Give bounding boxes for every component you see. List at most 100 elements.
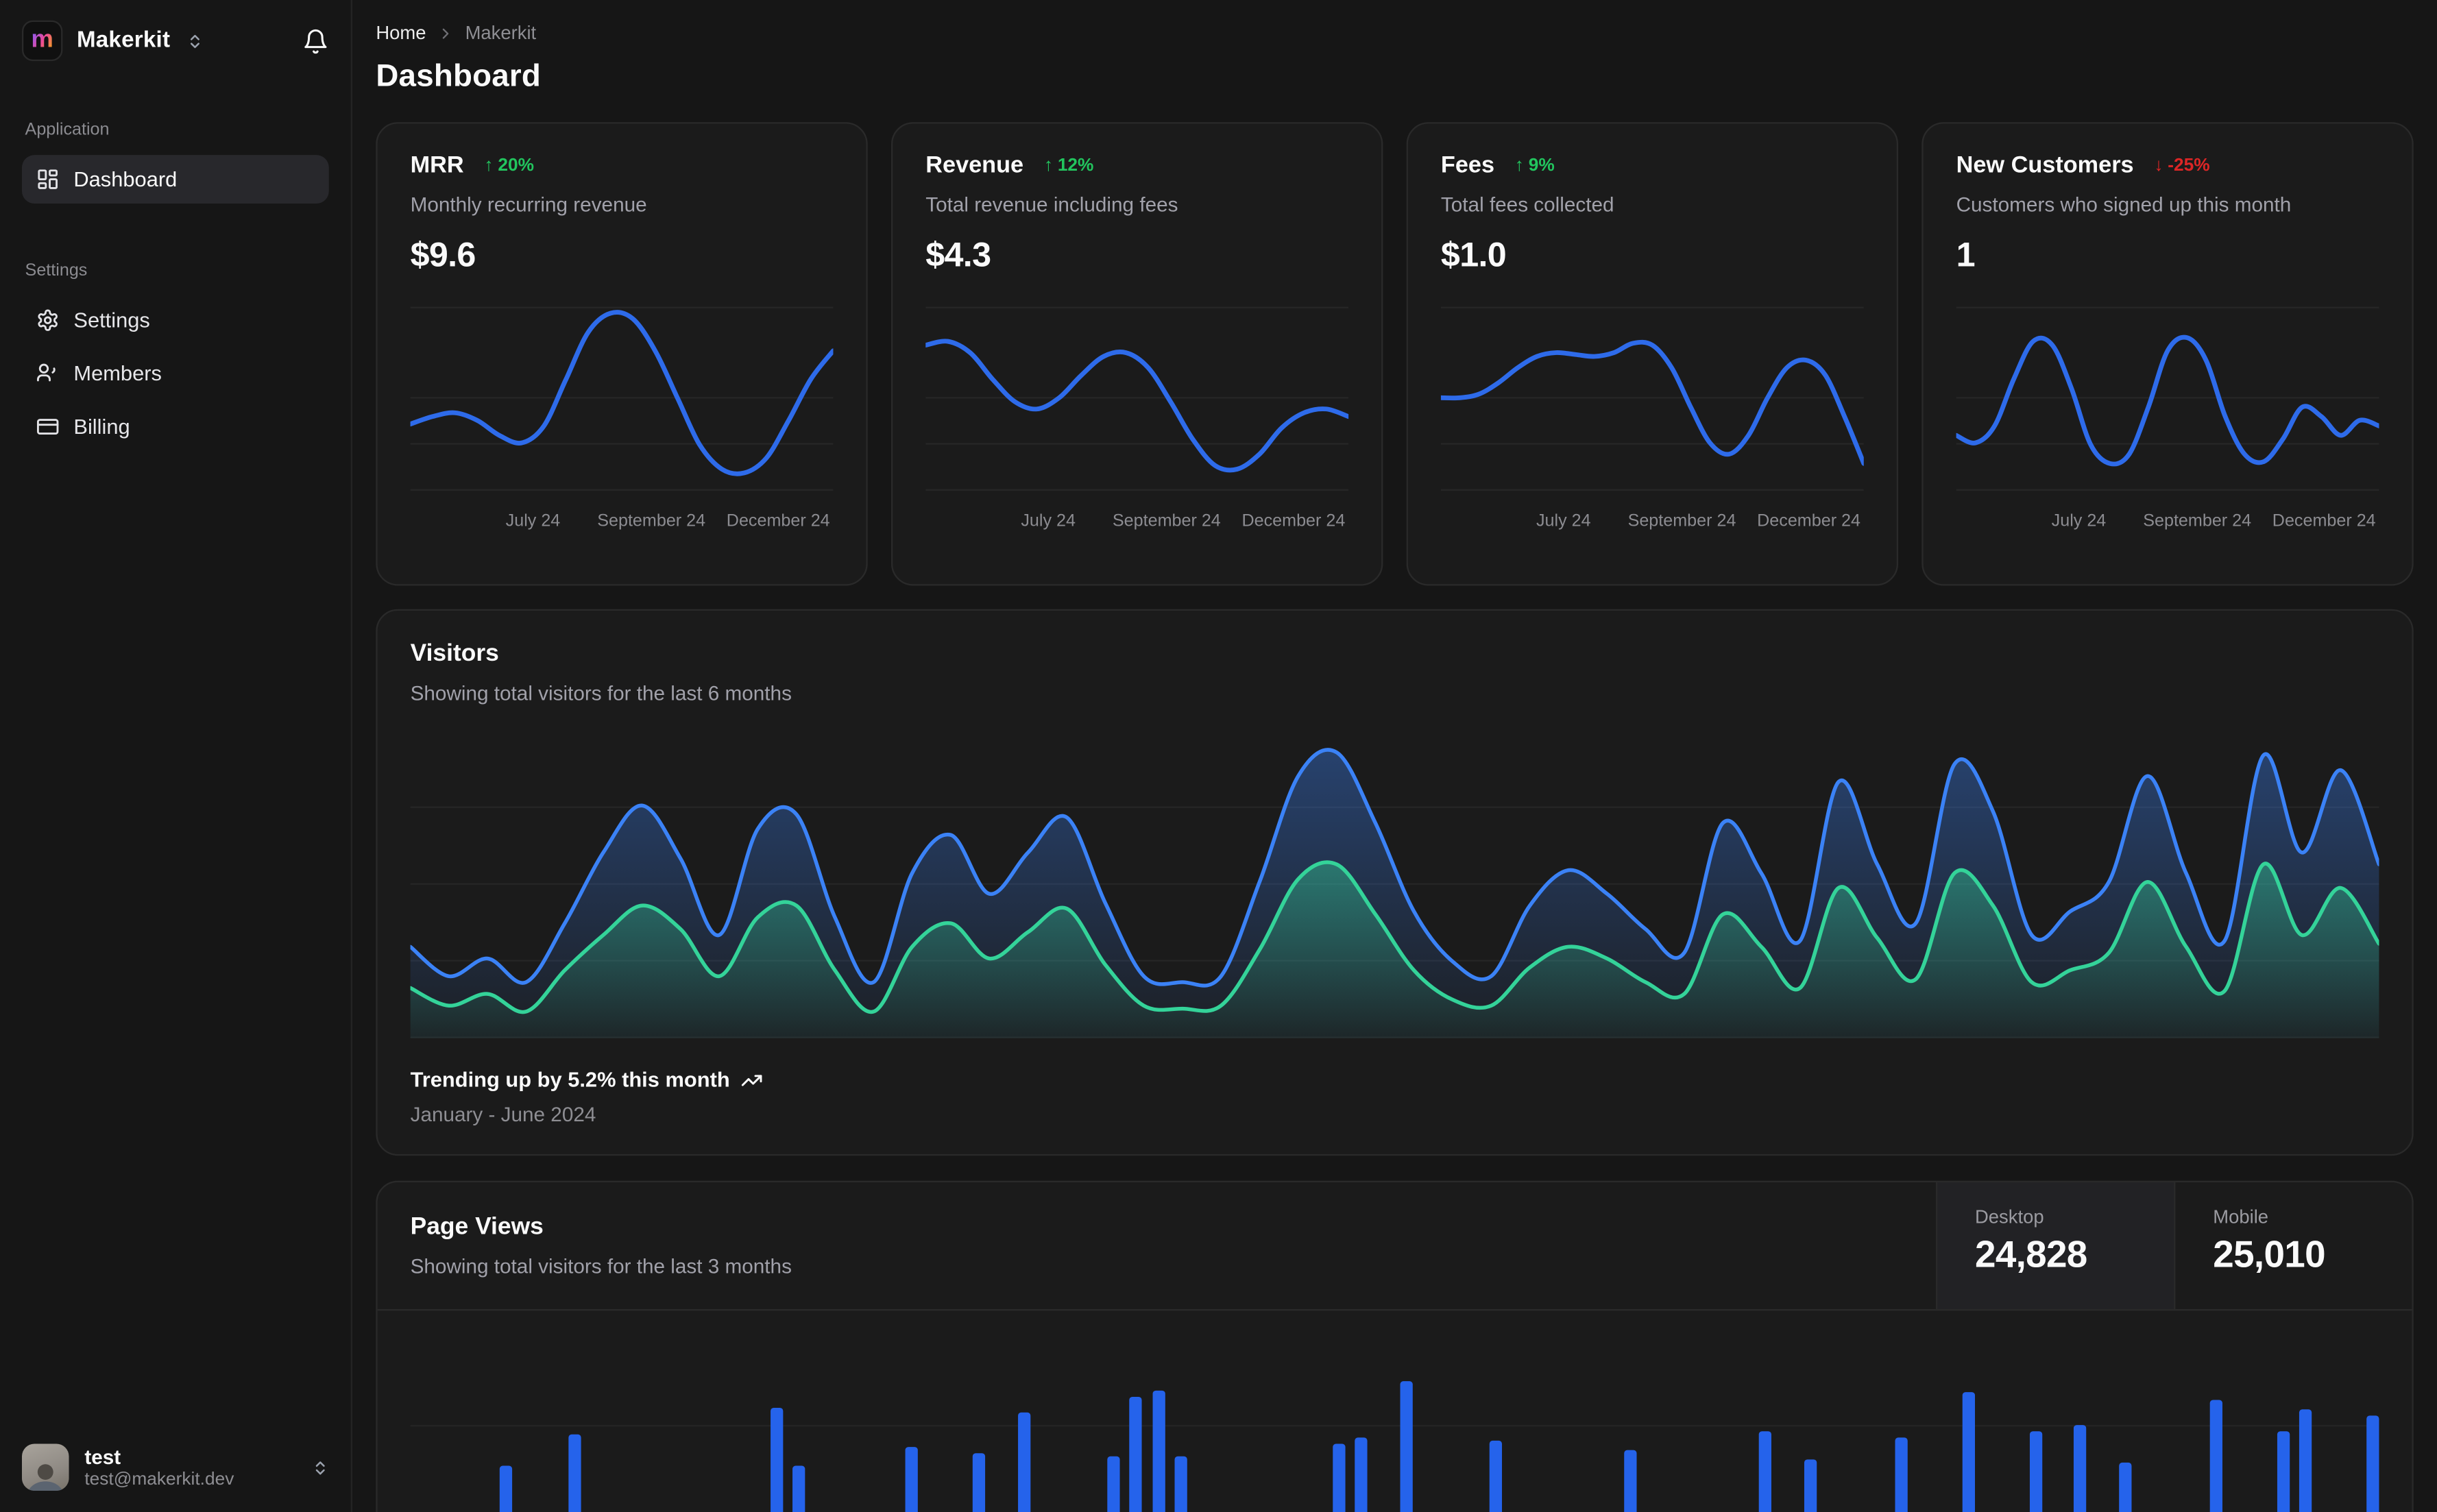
bar bbox=[1759, 1431, 1772, 1512]
stat-subtitle: Total revenue including fees bbox=[925, 193, 1178, 217]
bar bbox=[2209, 1400, 2222, 1512]
page-views-bar-chart bbox=[410, 1332, 2379, 1512]
bar bbox=[500, 1465, 513, 1512]
bar bbox=[2277, 1431, 2290, 1512]
x-tick: September 24 bbox=[2143, 512, 2252, 531]
sidebar-item-label: Members bbox=[73, 361, 162, 386]
tab-value: 25,010 bbox=[2213, 1234, 2325, 1277]
fees-line-chart bbox=[1440, 306, 1864, 491]
delta-badge: ↑ 20% bbox=[484, 156, 534, 175]
tab-mobile[interactable]: Mobile 25,010 bbox=[2174, 1182, 2412, 1310]
bar bbox=[1152, 1390, 1165, 1512]
workspace-name: Makerkit bbox=[76, 28, 171, 53]
page-views-card: Page Views Showing total visitors for th… bbox=[376, 1180, 2414, 1512]
user-email: test@makerkit.dev bbox=[84, 1470, 234, 1489]
x-axis: July 24 September 24 December 24 bbox=[1956, 512, 2379, 537]
x-tick: July 24 bbox=[505, 512, 561, 531]
breadcrumb-home[interactable]: Home bbox=[376, 21, 426, 44]
stat-title: New Customers bbox=[1956, 151, 2134, 179]
bar bbox=[972, 1453, 985, 1512]
sidebar-item-members[interactable]: Members bbox=[22, 349, 329, 398]
stat-subtitle: Customers who signed up this month bbox=[1956, 193, 2292, 217]
sidebar-item-dashboard[interactable]: Dashboard bbox=[21, 155, 329, 204]
bar bbox=[2119, 1462, 2132, 1512]
sidebar-item-billing[interactable]: Billing bbox=[22, 402, 329, 451]
gear-icon bbox=[36, 308, 60, 332]
stat-card-fees: Fees ↑ 9% Total fees collected $1.0 July … bbox=[1406, 122, 1899, 586]
bar bbox=[770, 1407, 783, 1512]
stat-subtitle: Total fees collected bbox=[1440, 193, 1614, 217]
mini-chart: July 24 September 24 December 24 bbox=[1440, 297, 1864, 562]
stat-title: Revenue bbox=[925, 151, 1024, 179]
chevron-right-icon bbox=[437, 24, 454, 41]
page-views-title: Page Views bbox=[410, 1213, 544, 1241]
date-range: January - June 2024 bbox=[410, 1102, 596, 1126]
x-tick: July 24 bbox=[2051, 512, 2107, 531]
revenue-line-chart bbox=[925, 306, 1349, 491]
mini-chart: July 24 September 24 December 24 bbox=[1956, 297, 2379, 562]
x-tick: July 24 bbox=[1021, 512, 1076, 531]
bar bbox=[1399, 1381, 1413, 1512]
stat-value: $9.6 bbox=[410, 234, 476, 274]
page-views-subtitle: Showing total visitors for the last 3 mo… bbox=[410, 1254, 792, 1278]
user-menu[interactable]: test test@makerkit.dev bbox=[0, 1425, 351, 1512]
bar bbox=[2074, 1425, 2087, 1512]
bar bbox=[1107, 1456, 1120, 1512]
stat-cards-row: MRR ↑ 20% Monthly recurring revenue $9.6 … bbox=[376, 122, 2414, 586]
makerkit-logo: m bbox=[21, 20, 63, 62]
trend-row: Trending up by 5.2% this month bbox=[411, 1068, 2379, 1091]
x-tick: December 24 bbox=[1241, 512, 1346, 531]
x-axis: July 24 September 24 December 24 bbox=[1441, 512, 1864, 537]
delta-badge: ↑ 9% bbox=[1514, 156, 1555, 175]
notifications-bell-icon[interactable] bbox=[302, 27, 329, 54]
stat-subtitle: Monthly recurring revenue bbox=[410, 193, 647, 217]
mini-chart: July 24 September 24 December 24 bbox=[925, 297, 1349, 562]
logo-letter: m bbox=[31, 26, 53, 53]
tab-desktop[interactable]: Desktop 24,828 bbox=[1935, 1182, 2174, 1310]
layout-dashboard-icon bbox=[36, 167, 60, 191]
bar bbox=[2299, 1409, 2312, 1512]
nav-section-settings: Settings bbox=[25, 261, 88, 280]
chevrons-up-down-icon bbox=[186, 32, 203, 49]
visitors-subtitle: Showing total visitors for the last 6 mo… bbox=[410, 681, 792, 705]
bar bbox=[2366, 1415, 2379, 1512]
stat-value: $4.3 bbox=[925, 234, 991, 274]
trending-up-icon bbox=[741, 1069, 763, 1090]
bar bbox=[792, 1465, 805, 1512]
workspace-selector[interactable]: m Makerkit bbox=[0, 0, 351, 62]
main-content: Home Makerkit Dashboard MRR ↑ 20% Monthly… bbox=[352, 0, 2437, 1512]
x-tick: December 24 bbox=[726, 512, 830, 531]
sidebar-item-label: Dashboard bbox=[73, 167, 178, 191]
user-name: test bbox=[84, 1445, 121, 1470]
trend-text: Trending up by 5.2% this month bbox=[410, 1068, 730, 1092]
page-title: Dashboard bbox=[376, 59, 542, 95]
bar bbox=[2029, 1431, 2042, 1512]
tab-value: 24,828 bbox=[1975, 1234, 2087, 1277]
bar bbox=[568, 1434, 581, 1512]
x-tick: September 24 bbox=[597, 512, 706, 531]
bar bbox=[1130, 1396, 1143, 1512]
stat-value: 1 bbox=[1956, 234, 1976, 274]
tab-label: Mobile bbox=[2213, 1206, 2269, 1228]
stat-value: $1.0 bbox=[1440, 234, 1507, 274]
bar bbox=[1174, 1456, 1188, 1512]
bar bbox=[1017, 1412, 1030, 1512]
x-tick: July 24 bbox=[1536, 512, 1591, 531]
bar bbox=[1489, 1440, 1503, 1512]
sidebar: m Makerkit Application Dashboard Setting… bbox=[0, 0, 353, 1512]
breadcrumb-current: Makerkit bbox=[465, 21, 537, 44]
stat-card-new-customers: New Customers ↓ -25% Customers who signed… bbox=[1921, 122, 2414, 586]
bar bbox=[1332, 1443, 1345, 1512]
stat-title: MRR bbox=[410, 151, 464, 179]
x-tick: December 24 bbox=[2272, 512, 2376, 531]
bar bbox=[1624, 1450, 1637, 1512]
bar bbox=[1804, 1459, 1817, 1512]
x-axis: July 24 September 24 December 24 bbox=[925, 512, 1348, 537]
x-tick: December 24 bbox=[1757, 512, 1861, 531]
sidebar-item-settings[interactable]: Settings bbox=[22, 296, 329, 345]
sidebar-item-label: Billing bbox=[73, 415, 130, 439]
sidebar-item-label: Settings bbox=[73, 308, 150, 332]
delta-badge: ↓ -25% bbox=[2154, 156, 2210, 175]
chevrons-up-down-icon bbox=[312, 1459, 329, 1476]
